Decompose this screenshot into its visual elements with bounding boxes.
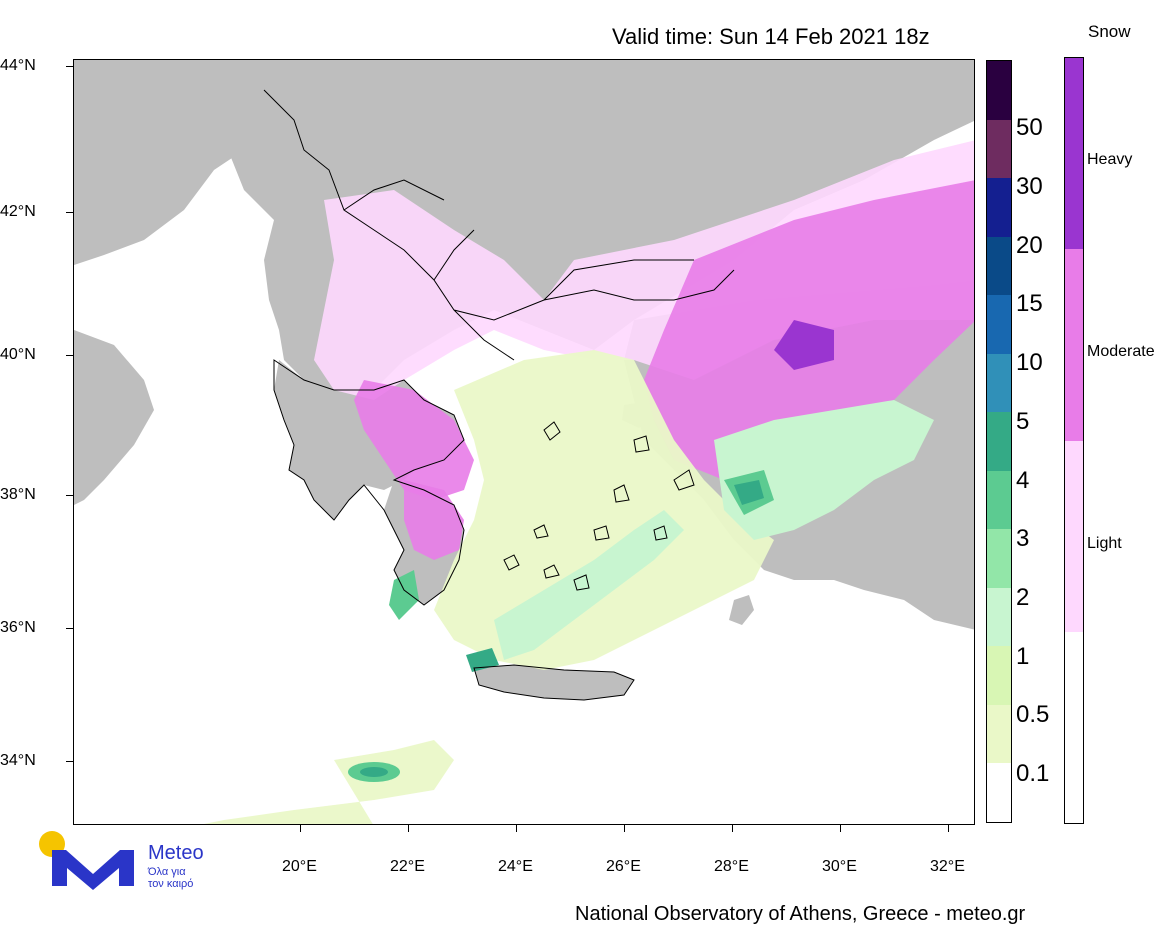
colorbar-segment xyxy=(987,704,1011,764)
precip-label: 50 xyxy=(1016,114,1043,141)
precip-label: 20 xyxy=(1016,232,1043,259)
crete-coastline xyxy=(473,664,635,701)
lat-tick xyxy=(66,66,73,67)
lon-tick xyxy=(624,825,625,832)
rain-5-cell-crete xyxy=(466,648,499,672)
lon-label: 20°E xyxy=(282,858,317,875)
precip-label: 0.1 xyxy=(1016,760,1050,787)
map-canvas xyxy=(74,60,974,824)
precip-label: 5 xyxy=(1016,408,1030,435)
lat-label: 42°N xyxy=(0,203,36,220)
forecast-map[interactable] xyxy=(73,59,975,825)
logo-tagline-line2: τον καιρό xyxy=(148,878,194,890)
colorbar-segment xyxy=(987,178,1011,237)
snow-colorbar xyxy=(1064,57,1084,824)
lat-tick xyxy=(66,628,73,629)
lat-label: 44°N xyxy=(0,57,36,74)
logo-tagline: Όλα για τον καιρό xyxy=(148,866,193,890)
colorbar-segment xyxy=(987,353,1011,413)
snow-label-heavy: Heavy xyxy=(1087,151,1133,168)
lon-tick xyxy=(948,825,949,832)
precip-label: 30 xyxy=(1016,173,1043,200)
lat-label: 36°N xyxy=(0,619,36,636)
rain-2-band xyxy=(494,510,684,660)
land-calabria xyxy=(74,330,154,505)
land-crete xyxy=(474,665,634,700)
precip-label: 15 xyxy=(1016,290,1043,317)
lat-tick xyxy=(66,212,73,213)
colorbar-segment xyxy=(987,295,1011,354)
snow-colorbar-segment xyxy=(1065,249,1083,441)
colorbar-segment xyxy=(987,236,1011,296)
lat-tick xyxy=(66,495,73,496)
lon-label: 26°E xyxy=(606,858,641,875)
rain-4-cell-peloponnese xyxy=(389,570,419,620)
precip-label: 10 xyxy=(1016,349,1043,376)
lat-tick xyxy=(66,761,73,762)
precip-label: 3 xyxy=(1016,525,1030,552)
precip-label: 2 xyxy=(1016,584,1030,611)
lon-label: 30°E xyxy=(822,858,857,875)
lon-tick xyxy=(300,825,301,832)
lat-label: 38°N xyxy=(0,486,36,503)
rain-4-cell-east xyxy=(734,480,764,505)
moderate-snow-peloponnese xyxy=(404,480,464,560)
colorbar-segment xyxy=(987,412,1011,471)
rain-5-cell-libya xyxy=(360,767,388,777)
rain-0.5-south xyxy=(204,740,454,824)
moderate-snow-greece xyxy=(354,380,474,500)
lat-label: 34°N xyxy=(0,752,36,769)
logo-name: Meteo xyxy=(148,842,204,864)
snow-label-moderate: Moderate xyxy=(1087,343,1155,360)
lat-label: 40°N xyxy=(0,346,36,363)
snow-legend-title: Snow xyxy=(1088,22,1131,41)
valid-time-title: Valid time: Sun 14 Feb 2021 18z xyxy=(612,24,930,49)
colorbar-segment xyxy=(987,646,1011,705)
rain-0.5-aegean xyxy=(434,350,774,670)
colorbar-segment xyxy=(987,61,1011,120)
colorbar-segment xyxy=(987,119,1011,179)
lon-tick xyxy=(516,825,517,832)
coastline xyxy=(273,359,465,606)
land-rhodes xyxy=(729,595,754,625)
lon-label: 32°E xyxy=(930,858,965,875)
precip-label: 1 xyxy=(1016,643,1030,670)
colorbar-segment xyxy=(987,763,1011,822)
lon-tick xyxy=(408,825,409,832)
meteo-logo[interactable] xyxy=(36,828,226,894)
snow-colorbar-segment xyxy=(1065,440,1083,632)
rain-2-turkey xyxy=(714,400,934,540)
meteo-m-icon xyxy=(52,850,134,890)
precipitation-colorbar xyxy=(986,60,1012,823)
footer-credit: National Observatory of Athens, Greece -… xyxy=(575,903,1026,925)
precip-label: 4 xyxy=(1016,467,1030,494)
colorbar-segment xyxy=(987,470,1011,530)
colorbar-segment xyxy=(987,529,1011,588)
islands-outline xyxy=(503,421,695,591)
snow-colorbar-segment xyxy=(1065,631,1083,823)
lon-label: 28°E xyxy=(714,858,749,875)
colorbar-segment xyxy=(987,587,1011,647)
heavy-snow-core xyxy=(774,320,834,370)
lon-tick xyxy=(732,825,733,832)
snow-colorbar-segment xyxy=(1065,58,1083,250)
logo-tagline-line1: Όλα για xyxy=(148,866,186,878)
snow-label-light: Light xyxy=(1087,535,1122,552)
country-borders xyxy=(263,89,735,361)
lat-tick xyxy=(66,355,73,356)
lon-label: 22°E xyxy=(390,858,425,875)
precip-label: 0.5 xyxy=(1016,701,1050,728)
lon-tick xyxy=(840,825,841,832)
lon-label: 24°E xyxy=(498,858,533,875)
